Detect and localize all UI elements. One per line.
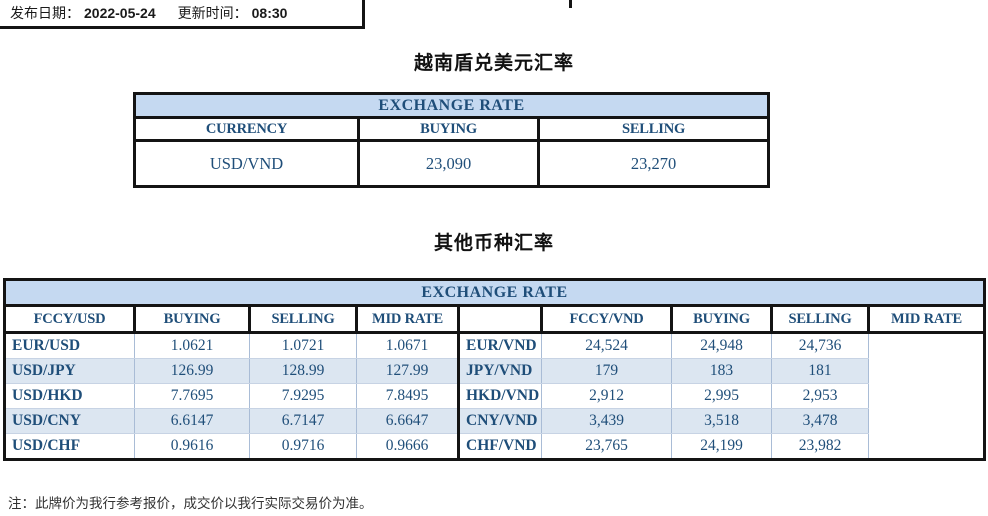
buying-rate-cell: 23,090 — [357, 139, 540, 188]
buying-rate-cell: 126.99 — [134, 358, 250, 384]
mid-rate-cell: 127.99 — [356, 358, 460, 384]
table-row: EUR/USD 1.0621 1.0721 1.0671 EUR/VND 24,524 24… — [3, 332, 985, 359]
buying-rate-cell: 3,439 — [541, 408, 672, 434]
column-header: CURRENCY — [133, 116, 360, 142]
table-row: USD/JPY 126.99 128.99 127.99 JPY/VND 179 183 18… — [3, 358, 985, 384]
clipped-border-artifact — [569, 0, 572, 8]
currency-pair-cell: EUR/VND — [457, 332, 542, 359]
other-currency-table-body: EUR/USD 1.0621 1.0721 1.0671 EUR/VND 24,524 24… — [3, 332, 985, 461]
selling-rate-cell: 1.0721 — [249, 332, 357, 359]
column-header: SELLING — [248, 304, 358, 334]
currency-pair-cell: USD/JPY — [3, 358, 135, 384]
currency-pair-cell: USD/CHF — [3, 433, 135, 461]
column-header: BUYING — [133, 304, 251, 334]
publish-date-label: 发布日期： — [10, 7, 80, 22]
buying-rate-cell: 2,912 — [541, 383, 672, 409]
selling-rate-cell: 183 — [671, 358, 772, 384]
mid-rate-cell: 2,953 — [771, 383, 869, 409]
column-header: SELLING — [536, 116, 771, 142]
table-row: USD/CNY 6.6147 6.7147 6.6647 CNY/VND 3,439 3,5… — [3, 408, 985, 434]
column-header-row: CURRENCY BUYING SELLING — [133, 116, 771, 142]
column-header: SELLING — [770, 304, 870, 334]
currency-pair-cell: USD/VND — [133, 139, 360, 188]
table-title-exchange-rate: EXCHANGE RATE — [2, 278, 987, 307]
mid-rate-cell: 23,982 — [771, 433, 869, 461]
column-header: MID RATE — [866, 304, 987, 334]
other-currency-section-title: 其他币种汇率 — [433, 233, 554, 254]
footnote: 注：此牌价为我行参考报价，成交价以我行实际交易价为准。 — [8, 496, 373, 511]
buying-rate-cell: 179 — [541, 358, 672, 384]
selling-rate-cell: 24,948 — [671, 332, 772, 359]
column-header: FCCY/USD — [3, 304, 136, 334]
other-currency-rate-table: EXCHANGE RATE FCCY/USD BUYING SELLING MID R… — [2, 278, 987, 461]
usd-vnd-rate-table: EXCHANGE RATE CURRENCY BUYING SELLING USD/… — [132, 92, 771, 188]
column-header-row: FCCY/USD BUYING SELLING MID RATE FCCY/VND BUY… — [3, 304, 987, 334]
buying-rate-cell: 24,524 — [541, 332, 672, 359]
update-time-label: 更新时间： — [177, 7, 248, 22]
column-header: BUYING — [670, 304, 773, 334]
selling-rate-cell: 23,270 — [536, 139, 771, 188]
publish-info-box: 发布日期： 2022-05-24 更新时间： 08:30 — [0, 0, 365, 29]
publish-date-value: 2022-05-24 — [84, 5, 156, 21]
currency-pair-cell: JPY/VND — [457, 358, 542, 384]
table-title-exchange-rate: EXCHANGE RATE — [132, 92, 771, 119]
selling-rate-cell: 24,199 — [671, 433, 772, 461]
currency-pair-cell: EUR/USD — [3, 332, 135, 359]
update-time-value: 08:30 — [251, 5, 288, 21]
mid-rate-cell: 0.9666 — [356, 433, 460, 461]
buying-rate-cell: 1.0621 — [134, 332, 250, 359]
column-header: FCCY/VND — [540, 304, 673, 334]
table-gap-column — [457, 305, 543, 334]
vnd-usd-section-title: 越南盾兑美元汇率 — [413, 53, 574, 74]
usd-vnd-table-body: USD/VND 23,090 23,270 — [133, 139, 771, 188]
selling-rate-cell: 3,518 — [671, 408, 772, 434]
column-header: BUYING — [357, 116, 540, 142]
currency-pair-cell: CHF/VND — [457, 433, 542, 461]
mid-rate-cell: 1.0671 — [356, 332, 460, 359]
mid-rate-cell: 3,478 — [771, 408, 869, 434]
table-row: USD/HKD 7.7695 7.9295 7.8495 HKD/VND 2,912 2,9… — [3, 383, 985, 409]
buying-rate-cell: 7.7695 — [134, 383, 250, 409]
buying-rate-cell: 0.9616 — [134, 433, 250, 461]
mid-rate-cell: 181 — [771, 358, 869, 384]
mid-rate-cell: 24,736 — [771, 332, 869, 359]
selling-rate-cell: 2,995 — [671, 383, 772, 409]
table-row: USD/CHF 0.9616 0.9716 0.9666 CHF/VND 23,765 24… — [3, 433, 985, 461]
buying-rate-cell: 23,765 — [541, 433, 672, 461]
currency-pair-cell: CNY/VND — [457, 408, 542, 434]
column-header: MID RATE — [355, 304, 460, 334]
selling-rate-cell: 6.7147 — [249, 408, 357, 434]
currency-pair-cell: USD/CNY — [3, 408, 135, 434]
buying-rate-cell: 6.6147 — [134, 408, 250, 434]
currency-pair-cell: HKD/VND — [457, 383, 542, 409]
selling-rate-cell: 0.9716 — [249, 433, 357, 461]
selling-rate-cell: 7.9295 — [249, 383, 357, 409]
selling-rate-cell: 128.99 — [249, 358, 357, 384]
mid-rate-cell: 6.6647 — [356, 408, 460, 434]
mid-rate-cell: 7.8495 — [356, 383, 460, 409]
currency-pair-cell: USD/HKD — [3, 383, 135, 409]
table-row: USD/VND 23,090 23,270 — [133, 139, 771, 188]
